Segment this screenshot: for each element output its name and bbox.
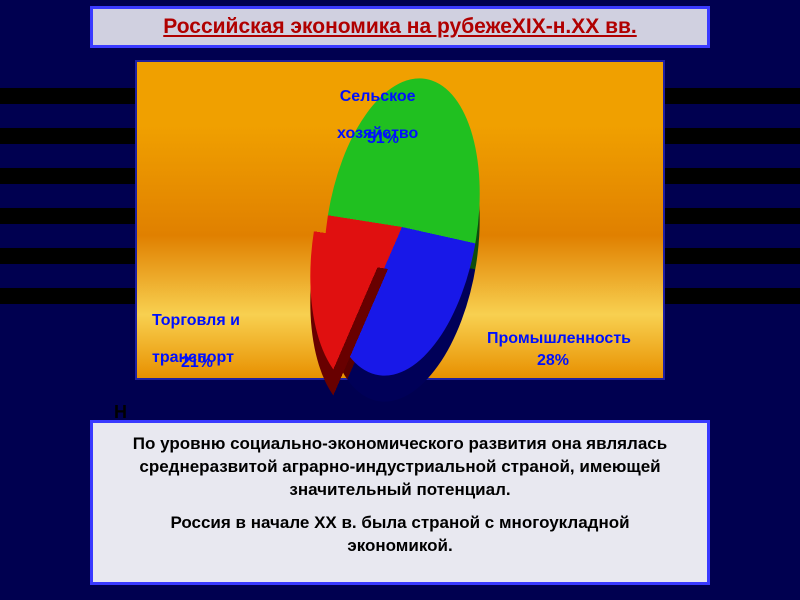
- label-agri-l1: Сельское: [340, 88, 416, 105]
- title-box: Российская экономика на рубежеXIX-н.XX в…: [90, 6, 710, 48]
- description-box: По уровню социально-экономического разви…: [90, 420, 710, 585]
- pct-agri: 51%: [367, 112, 399, 149]
- pct-ind: 28%: [537, 334, 569, 371]
- paragraph-2: Россия в начале XX в. была страной с мно…: [117, 512, 683, 558]
- pct-trade: 21%: [181, 336, 213, 373]
- paragraph-1: По уровню социально-экономического разви…: [117, 433, 683, 502]
- label-trade-l1: Торговля и: [152, 312, 240, 329]
- slide-title: Российская экономика на рубежеXIX-н.XX в…: [163, 15, 636, 38]
- pie-chart-card: Сельское хозяйство 51% Промышленность 28…: [135, 60, 665, 380]
- pie-chart: [252, 152, 552, 322]
